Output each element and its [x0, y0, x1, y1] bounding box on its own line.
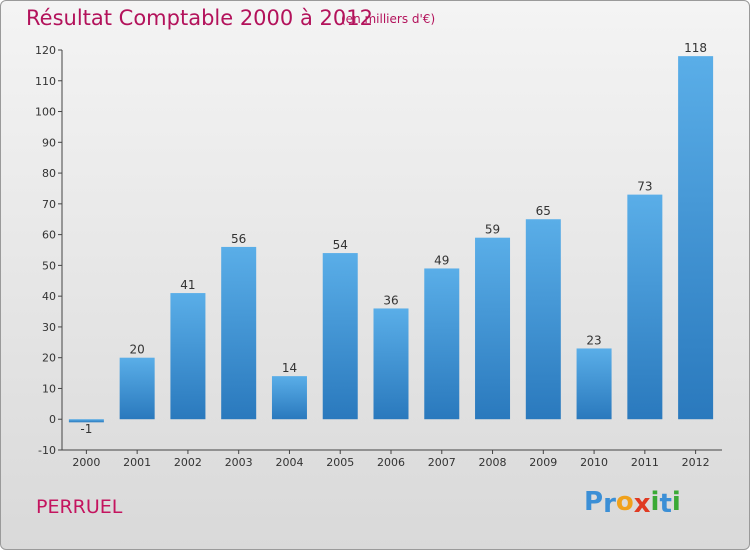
x-tick-label: 2012 [682, 456, 710, 469]
x-tick-label: 2001 [123, 456, 151, 469]
y-tick-label: 60 [42, 229, 56, 242]
y-tick-label: -10 [38, 444, 56, 457]
x-tick-label: 2003 [225, 456, 253, 469]
x-tick-label: 2005 [326, 456, 354, 469]
y-tick-label: 120 [35, 44, 56, 57]
x-tick-label: 2010 [580, 456, 608, 469]
logo-letter: P [584, 487, 604, 517]
data-label: 36 [383, 293, 398, 307]
logo-letter: o [615, 487, 634, 517]
bar [627, 194, 663, 420]
bar [373, 308, 409, 420]
x-tick-label: 2009 [529, 456, 557, 469]
chart-axes: -10 0 10 20 30 40 50 60 70 80 90 100 110 120 2000 2001 2… [35, 44, 722, 469]
data-label: 41 [180, 278, 195, 292]
data-label: 59 [485, 223, 500, 237]
bar [475, 237, 511, 420]
data-label: 65 [536, 204, 551, 218]
logo-letter: r [603, 489, 616, 519]
data-label: 73 [637, 180, 652, 194]
logo-letter: i [671, 487, 681, 517]
data-label: 49 [434, 253, 449, 267]
bar [322, 253, 358, 420]
y-tick-label: 50 [42, 259, 56, 272]
data-label: 23 [586, 333, 601, 347]
bar [119, 357, 155, 420]
bar [170, 293, 206, 420]
bar [525, 219, 561, 420]
y-tick-label: 100 [35, 106, 56, 119]
y-tick-label: 70 [42, 198, 56, 211]
bar [678, 56, 714, 420]
chart-bars: -1 20 41 56 14 54 36 49 59 65 23 73 118 [68, 41, 714, 436]
chart-title: Résultat Comptable 2000 à 2012 [26, 6, 373, 30]
y-tick-label: 10 [42, 382, 56, 395]
x-tick-label: 2011 [631, 456, 659, 469]
x-tick-label: 2004 [275, 456, 303, 469]
y-tick-label: 90 [42, 136, 56, 149]
data-label: 20 [130, 343, 145, 357]
data-label: 14 [282, 361, 297, 375]
data-label: 56 [231, 232, 246, 246]
bar [271, 376, 307, 420]
bar [221, 246, 257, 420]
logo-letter: x [633, 489, 651, 519]
y-tick-label: 110 [35, 75, 56, 88]
x-tick-label: 2000 [72, 456, 100, 469]
x-tick-label: 2006 [377, 456, 405, 469]
logo-letter: t [659, 489, 672, 519]
y-tick-label: 0 [49, 413, 56, 426]
bar [576, 348, 612, 420]
logo-letter: i [650, 487, 660, 517]
data-label: 54 [333, 238, 348, 252]
data-label: 118 [684, 41, 707, 55]
x-tick-label: 2008 [479, 456, 507, 469]
y-tick-label: 40 [42, 290, 56, 303]
chart-subtitle: (en milliers d'€) [341, 12, 436, 26]
x-tick-label: 2002 [174, 456, 202, 469]
y-tick-label: 80 [42, 167, 56, 180]
proxiti-logo: Proxiti [584, 487, 681, 519]
y-tick-label: 20 [42, 352, 56, 365]
bar [424, 268, 460, 420]
bar [68, 419, 104, 423]
town-name: PERRUEL [36, 496, 123, 518]
y-tick-label: 30 [42, 321, 56, 334]
data-label: -1 [80, 422, 92, 436]
x-tick-label: 2007 [428, 456, 456, 469]
